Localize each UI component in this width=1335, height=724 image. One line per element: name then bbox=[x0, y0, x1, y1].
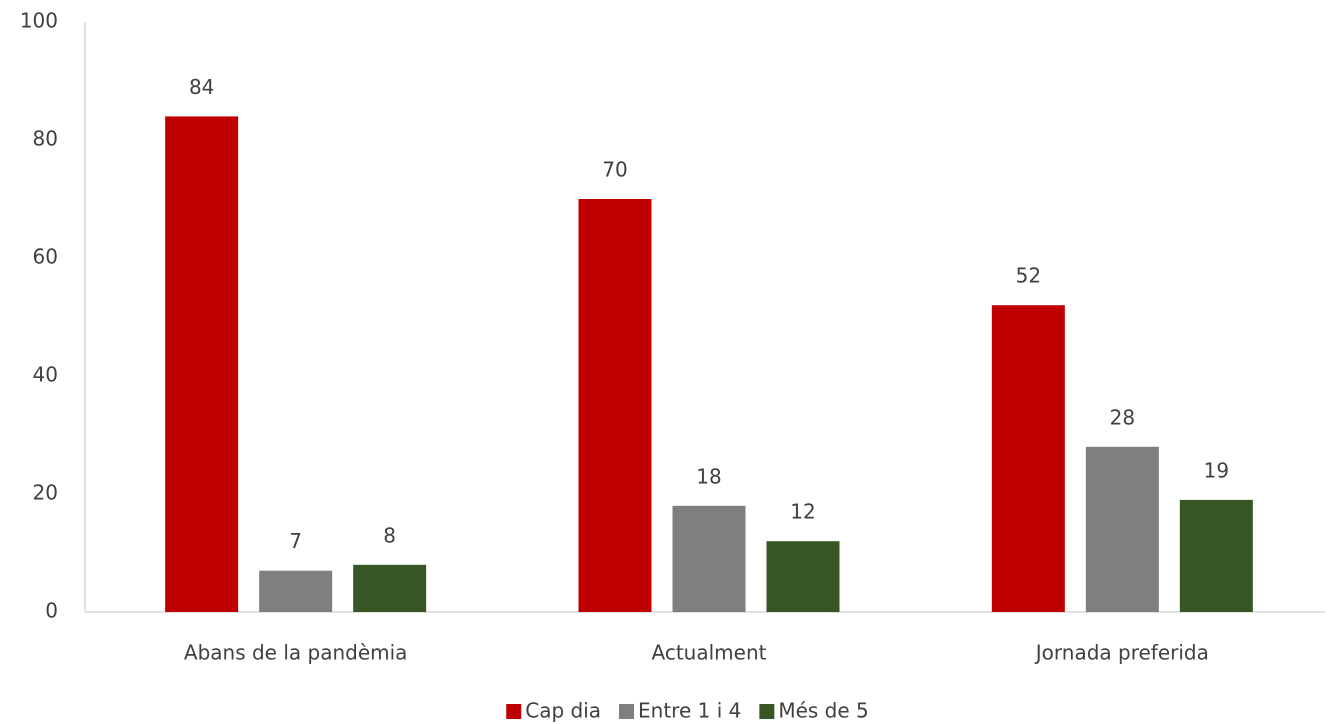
bar bbox=[353, 564, 427, 612]
x-tick-label: Jornada preferida bbox=[1034, 641, 1209, 665]
x-tick-label: Abans de la pandèmia bbox=[184, 641, 408, 665]
data-label: 7 bbox=[289, 529, 302, 553]
y-tick-label: 20 bbox=[33, 481, 58, 505]
y-tick-label: 0 bbox=[45, 599, 58, 623]
legend-swatch bbox=[506, 704, 522, 719]
data-label: 12 bbox=[790, 500, 815, 524]
y-tick-label: 40 bbox=[33, 363, 58, 387]
bar bbox=[165, 116, 239, 613]
data-label: 18 bbox=[696, 464, 721, 488]
legend-swatch bbox=[759, 704, 775, 719]
data-label: 70 bbox=[602, 158, 627, 182]
data-label: 8 bbox=[383, 523, 396, 547]
bar bbox=[672, 505, 746, 612]
bar bbox=[259, 570, 333, 612]
data-label: 28 bbox=[1110, 405, 1135, 429]
bar bbox=[578, 199, 652, 612]
bar bbox=[991, 305, 1065, 612]
y-tick-label: 80 bbox=[33, 127, 58, 151]
data-label: 52 bbox=[1016, 264, 1041, 288]
y-tick-label: 60 bbox=[33, 245, 58, 269]
legend: Cap dia Entre 1 i 4 Més de 5 bbox=[506, 699, 869, 723]
legend-swatch bbox=[619, 704, 635, 719]
bar bbox=[1085, 446, 1159, 612]
y-tick-label: 100 bbox=[20, 9, 58, 33]
legend-label: Entre 1 i 4 bbox=[638, 699, 741, 723]
x-tick-label: Actualment bbox=[652, 641, 767, 665]
bar bbox=[766, 541, 840, 612]
legend-label: Cap dia bbox=[525, 699, 601, 723]
data-label: 84 bbox=[189, 75, 214, 99]
data-label: 19 bbox=[1204, 458, 1229, 482]
bar bbox=[1179, 499, 1253, 612]
legend-label: Més de 5 bbox=[778, 699, 868, 723]
